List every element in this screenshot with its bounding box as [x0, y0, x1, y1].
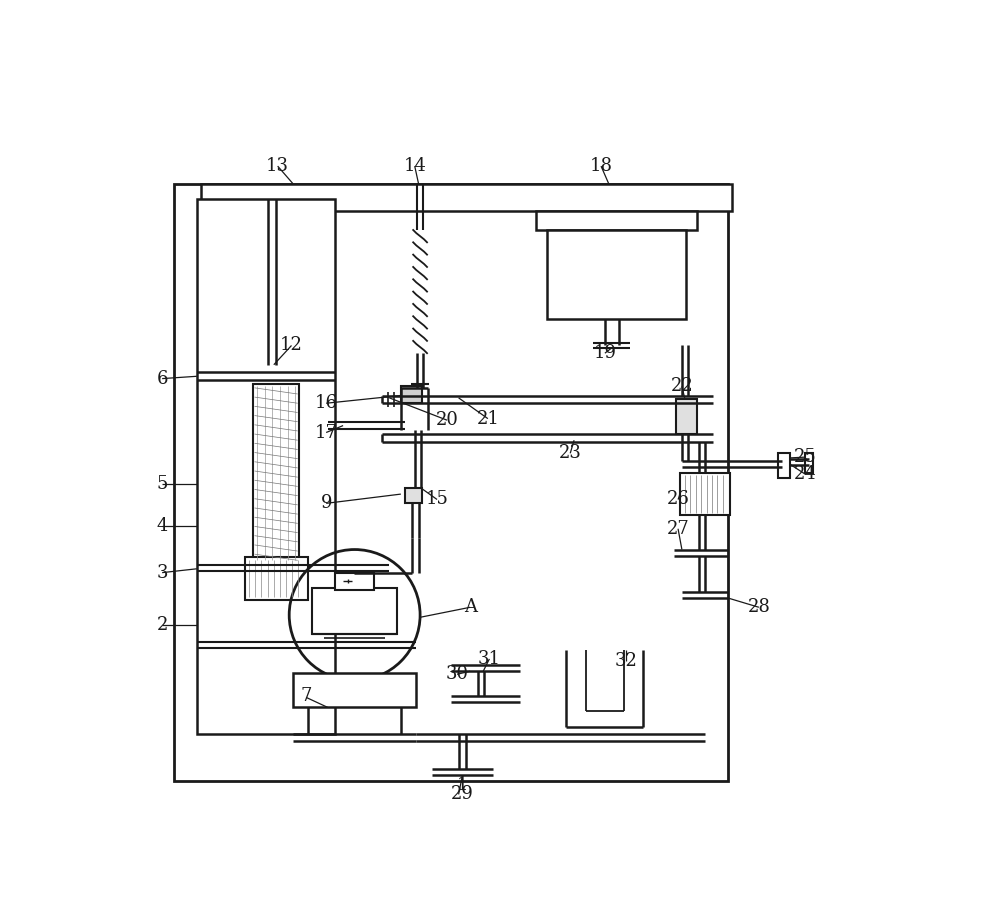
Text: 22: 22	[671, 377, 693, 396]
Text: 26: 26	[667, 491, 689, 509]
Bar	[401, 386, 422, 403]
Bar	[405, 488, 422, 503]
Text: 2: 2	[156, 616, 168, 634]
Text: 32: 32	[615, 652, 638, 670]
Text: 24: 24	[794, 465, 816, 483]
Bar	[536, 211, 697, 230]
Bar	[312, 588, 397, 634]
Text: 21: 21	[476, 409, 499, 428]
Bar	[547, 230, 686, 318]
Text: 9: 9	[320, 494, 332, 513]
Text: A: A	[464, 598, 477, 616]
Text: 25: 25	[794, 448, 816, 467]
Bar	[245, 557, 308, 599]
Bar	[680, 473, 730, 514]
Text: 18: 18	[590, 157, 613, 175]
Text: 7: 7	[300, 687, 312, 704]
Text: 16: 16	[315, 395, 338, 412]
Bar	[174, 183, 728, 781]
Bar	[778, 454, 790, 478]
Bar	[201, 183, 732, 211]
Bar	[197, 199, 335, 734]
Text: 20: 20	[436, 411, 458, 429]
Bar	[293, 673, 416, 707]
Text: 4: 4	[156, 517, 168, 536]
Text: 30: 30	[446, 666, 469, 683]
Text: 17: 17	[315, 423, 338, 442]
Text: 6: 6	[156, 370, 168, 387]
Text: 13: 13	[266, 157, 289, 175]
Bar	[253, 384, 299, 561]
Text: 27: 27	[667, 520, 689, 538]
Bar	[805, 454, 813, 473]
Text: 5: 5	[156, 475, 168, 493]
Text: 31: 31	[478, 650, 501, 668]
Text: 14: 14	[403, 157, 426, 175]
Text: 28: 28	[747, 598, 770, 616]
Bar	[676, 399, 697, 434]
Text: 19: 19	[593, 344, 616, 362]
Text: 15: 15	[426, 491, 448, 509]
Text: 29: 29	[451, 786, 474, 803]
Text: 23: 23	[559, 444, 582, 462]
Text: 12: 12	[280, 337, 303, 354]
Bar	[335, 573, 374, 589]
Text: 1: 1	[457, 776, 468, 794]
Text: 3: 3	[156, 563, 168, 582]
